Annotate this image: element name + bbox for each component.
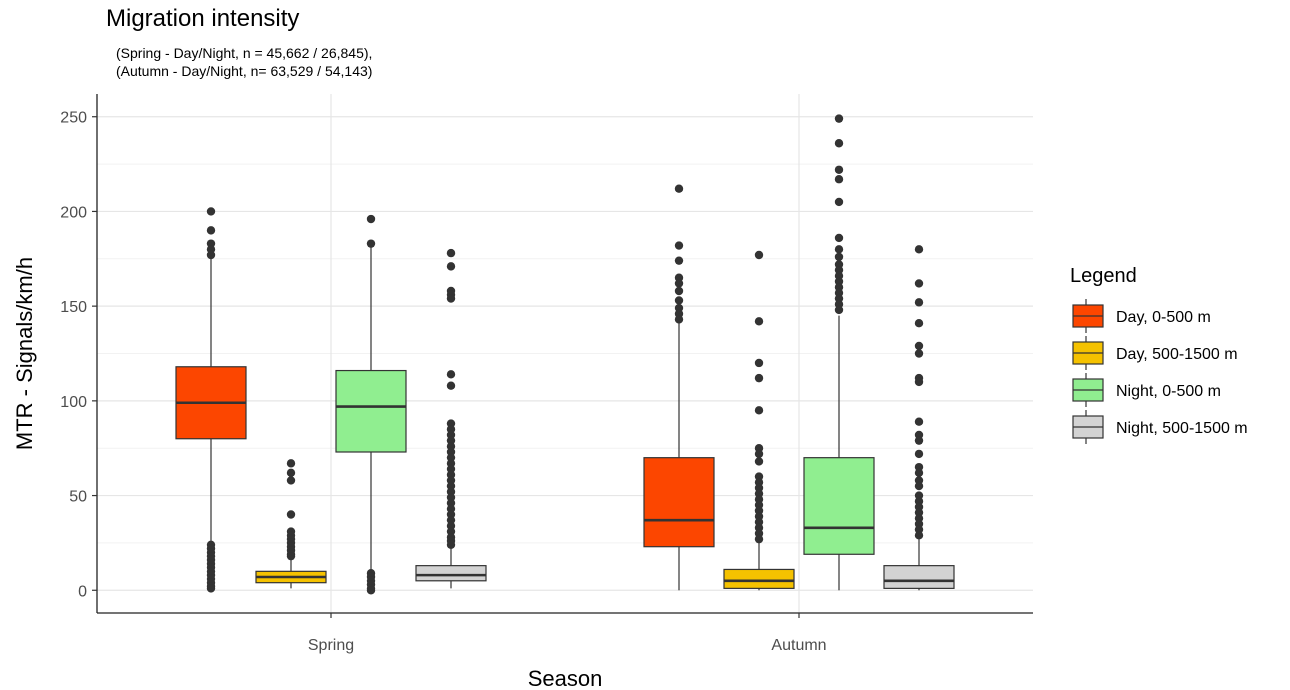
outlier-point	[366, 214, 376, 224]
outlier-point	[754, 250, 764, 260]
outlier-point	[446, 540, 456, 550]
box	[883, 565, 955, 589]
outlier-point	[914, 417, 924, 426]
y-axis-title: MTR - Signals/km/h	[12, 257, 37, 450]
outlier-point	[914, 341, 924, 351]
outlier-point	[914, 349, 924, 358]
outlier-point	[286, 551, 296, 561]
outlier-point	[914, 298, 924, 307]
outlier-point	[914, 245, 924, 254]
outlier-point	[914, 481, 924, 491]
outlier-point	[754, 449, 764, 459]
outlier-point	[674, 315, 684, 324]
y-tick-label: 250	[60, 110, 87, 127]
outlier-point	[834, 305, 844, 315]
outlier-point	[754, 406, 764, 415]
legend-label: Night, 500-1500 m	[1116, 420, 1248, 437]
y-tick-label: 50	[69, 489, 87, 506]
outlier-point	[914, 449, 924, 459]
outlier-point	[446, 294, 456, 303]
outlier-point	[834, 175, 844, 184]
legend-label: Day, 0-500 m	[1116, 309, 1211, 326]
outlier-point	[834, 252, 844, 262]
x-tick-label: Spring	[308, 637, 354, 654]
outlier-point	[286, 476, 296, 485]
legend-label: Night, 0-500 m	[1116, 383, 1221, 400]
outlier-point	[674, 241, 684, 250]
outlier-point	[446, 262, 456, 271]
outlier-point	[914, 279, 924, 288]
outlier-point	[286, 459, 296, 468]
outlier-point	[446, 248, 456, 258]
box	[643, 457, 715, 548]
outlier-point	[674, 296, 684, 305]
outlier-point	[754, 317, 764, 326]
legend-title: Legend	[1070, 265, 1137, 287]
chart-title: Migration intensity	[106, 5, 300, 32]
box	[335, 369, 407, 453]
outlier-point	[206, 226, 216, 235]
outlier-point	[834, 233, 844, 243]
outlier-point	[206, 250, 216, 260]
outlier-point	[914, 468, 924, 478]
legend-label: Day, 500-1500 m	[1116, 346, 1238, 363]
x-tick-label: Autumn	[771, 637, 826, 654]
y-tick-label: 200	[60, 204, 87, 221]
outlier-point	[754, 358, 764, 368]
outlier-point	[206, 584, 216, 593]
subtitle-line-1: (Spring - Day/Night, n = 45,662 / 26,845…	[116, 45, 373, 61]
subtitle-line-2: (Autumn - Day/Night, n= 63,529 / 54,143)	[116, 63, 373, 79]
y-tick-label: 100	[60, 394, 87, 411]
outlier-point	[834, 139, 844, 148]
outlier-point	[366, 239, 376, 248]
outlier-point	[754, 534, 764, 544]
outlier-point	[206, 207, 216, 216]
outlier-point	[446, 370, 456, 379]
outlier-point	[674, 279, 684, 288]
outlier-point	[674, 256, 684, 265]
y-tick-label: 150	[60, 299, 87, 316]
outlier-point	[914, 531, 924, 540]
outlier-point	[286, 468, 296, 478]
chart-subtitle: (Spring - Day/Night, n = 45,662 / 26,845…	[116, 44, 372, 80]
y-tick-label: 0	[78, 583, 87, 600]
outlier-point	[834, 245, 844, 254]
outlier-point	[446, 381, 456, 390]
box	[803, 457, 875, 555]
outlier-point	[834, 197, 844, 207]
outlier-point	[914, 377, 924, 387]
x-axis-title: Season	[528, 666, 603, 690]
box	[723, 568, 795, 589]
box	[415, 565, 487, 582]
outlier-point	[674, 184, 684, 193]
outlier-point	[366, 586, 376, 595]
outlier-point	[834, 165, 844, 174]
outlier-point	[914, 436, 924, 445]
outlier-point	[914, 318, 924, 328]
outlier-point	[286, 510, 296, 519]
outlier-point	[754, 457, 764, 466]
outlier-point	[754, 373, 764, 383]
outlier-point	[834, 114, 844, 123]
outlier-point	[674, 286, 684, 296]
